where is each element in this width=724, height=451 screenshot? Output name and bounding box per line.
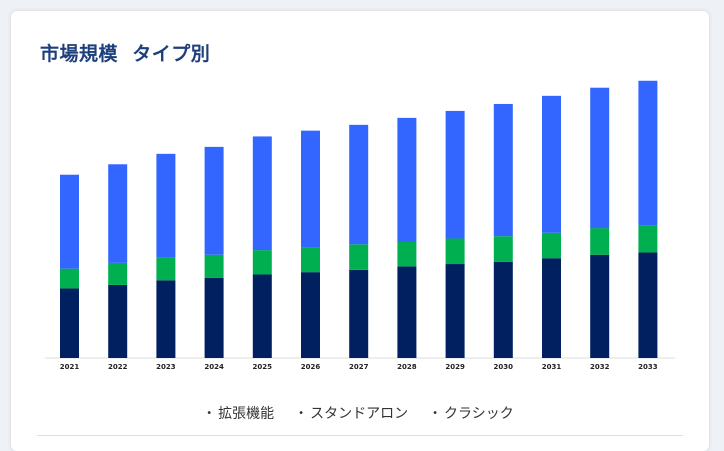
bar-segment-2031-series-3[interactable] [542,95,561,233]
legend-bullet-icon: • [432,407,438,419]
bar-segment-2025-series-2[interactable] [252,250,272,275]
x-tick-label: 2025 [253,363,273,371]
bar-segment-2021-series-2[interactable] [60,268,79,289]
bar-segment-2028-series-1[interactable] [397,266,417,358]
bar-segment-2023-series-1[interactable] [156,280,176,358]
bar-segment-2024-series-3[interactable] [204,146,224,255]
x-tick-label: 2029 [445,363,465,371]
legend-item-standalone[interactable]: • スタンドアロン [298,403,408,423]
bar-segment-2027-series-2[interactable] [349,244,369,270]
x-tick-label: 2032 [590,363,610,371]
bar-segment-2023-series-3[interactable] [156,153,176,258]
bar-segment-2033-series-1[interactable] [638,252,658,358]
bar-segment-2033-series-2[interactable] [638,225,658,253]
bar-segment-2022-series-1[interactable] [108,284,128,358]
bar-segment-2026-series-1[interactable] [301,272,320,358]
bar-segment-2025-series-1[interactable] [252,274,272,358]
bar-segment-2031-series-1[interactable] [542,258,561,358]
x-tick-label: 2024 [204,363,224,371]
bar-segment-2029-series-2[interactable] [445,238,465,265]
bar-segment-2025-series-3[interactable] [252,136,272,251]
x-tick-label: 2030 [494,363,514,371]
legend-label: 拡張機能 [218,406,275,422]
x-tick-label: 2021 [60,363,80,371]
stacked-bar-chart: 2021 2022 2023 2024 2025 2026 2027 2028 2029 2030… [45,80,675,371]
legend-label: スタンドアロン [310,406,409,422]
bar-segment-2021-series-3[interactable] [60,174,79,269]
chart-title: 市場規模 タイプ別 [40,43,211,65]
bar-segment-2030-series-2[interactable] [493,236,513,262]
bar-segment-2026-series-3[interactable] [301,130,320,248]
bar-segment-2033-series-3[interactable] [638,80,658,226]
bar-segment-2032-series-2[interactable] [590,228,610,255]
bar-segment-2028-series-3[interactable] [397,117,417,242]
bar-segment-2024-series-1[interactable] [204,277,224,358]
bar-segment-2026-series-2[interactable] [301,247,320,273]
legend-item-classic[interactable]: • クラシック [432,403,514,423]
bar-segment-2023-series-2[interactable] [156,257,176,281]
x-tick-label: 2022 [108,363,128,371]
bar-segment-2029-series-3[interactable] [445,110,465,239]
bar-segment-2027-series-3[interactable] [349,124,369,245]
bar-segment-2024-series-2[interactable] [204,254,224,278]
bar-segment-2030-series-1[interactable] [493,261,513,358]
bar-segment-2031-series-2[interactable] [542,232,561,259]
bar-segment-2027-series-1[interactable] [349,269,369,358]
bar-segment-2022-series-3[interactable] [108,164,128,263]
chart-card: 市場規模 タイプ別 2021 2022 2023 2024 2025 2026 2027 20… [11,11,709,451]
legend-bullet-icon: • [298,407,305,419]
bar-segment-2021-series-1[interactable] [60,288,79,358]
bar-segment-2029-series-1[interactable] [445,264,465,358]
x-tick-label: 2031 [542,363,562,371]
bar-segment-2032-series-3[interactable] [590,87,610,229]
x-tick-label: 2033 [638,363,658,371]
x-tick-label: 2023 [156,363,176,371]
x-tick-label: 2028 [397,363,417,371]
legend-bullet-icon: • [206,407,213,419]
bar-segment-2030-series-3[interactable] [493,103,513,237]
x-tick-label: 2027 [349,363,369,371]
bar-segment-2028-series-2[interactable] [397,242,417,267]
legend-label: クラシック [443,406,514,422]
legend-item-extension[interactable]: • 拡張機能 [206,403,274,423]
chart-legend: • 拡張機能 • スタンドアロン • クラシック [11,403,709,423]
divider [37,435,683,436]
bar-segment-2022-series-2[interactable] [108,262,128,285]
bar-segment-2032-series-1[interactable] [590,254,610,358]
x-tick-label: 2026 [301,363,321,371]
